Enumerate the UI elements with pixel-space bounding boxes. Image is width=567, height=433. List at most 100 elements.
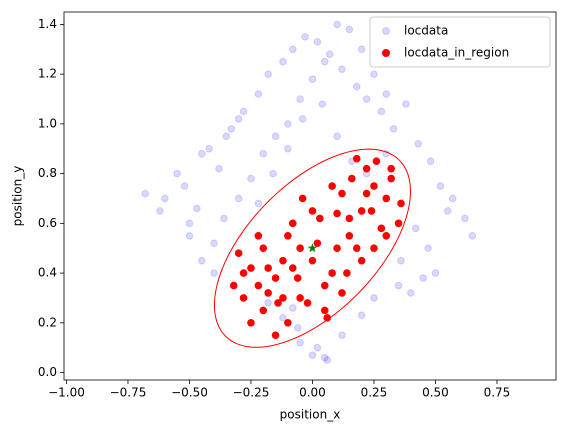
point — [220, 214, 228, 223]
point — [357, 207, 366, 215]
point — [348, 174, 356, 183]
point — [394, 281, 403, 290]
point — [293, 323, 302, 332]
point — [284, 319, 292, 327]
x-tick-label: −1.00 — [48, 386, 85, 400]
point — [271, 132, 280, 141]
point — [308, 351, 317, 359]
point — [325, 50, 334, 59]
point — [205, 144, 213, 153]
point — [239, 269, 248, 277]
point — [436, 182, 445, 190]
point — [303, 299, 312, 307]
point — [239, 107, 248, 116]
point — [156, 207, 164, 215]
point — [301, 33, 309, 41]
point — [254, 231, 263, 240]
y-tick-label: 0.6 — [38, 216, 57, 230]
point — [284, 144, 292, 153]
point — [288, 219, 297, 228]
point — [161, 194, 169, 203]
point — [254, 90, 263, 98]
point — [313, 38, 322, 46]
point — [431, 269, 440, 277]
point — [234, 249, 243, 257]
point — [414, 139, 423, 148]
y-tick-label: 0.0 — [38, 365, 57, 379]
point — [377, 107, 386, 116]
y-tick-label: 0.4 — [38, 266, 57, 280]
point — [308, 207, 317, 215]
point — [264, 264, 272, 272]
point — [313, 239, 322, 248]
point — [352, 82, 361, 91]
legend-box — [369, 16, 551, 68]
point — [352, 154, 361, 163]
point — [333, 244, 341, 253]
point — [254, 199, 263, 208]
point — [210, 239, 218, 248]
point — [443, 207, 452, 215]
x-tick-label: −0.25 — [233, 386, 270, 400]
point — [298, 115, 307, 123]
point — [382, 90, 391, 98]
point — [343, 269, 351, 277]
point — [180, 182, 189, 190]
point — [288, 304, 297, 312]
point — [461, 214, 469, 223]
y-tick-label: 1.4 — [38, 17, 57, 31]
point — [333, 20, 341, 29]
point — [370, 294, 378, 302]
point — [210, 269, 218, 277]
point — [370, 70, 378, 78]
point — [279, 57, 287, 66]
point — [320, 306, 329, 315]
point — [308, 75, 317, 83]
point — [362, 164, 371, 173]
point — [259, 306, 268, 315]
point — [296, 244, 304, 253]
point — [338, 65, 346, 73]
point — [328, 182, 336, 190]
reference-point — [307, 243, 318, 253]
point — [296, 294, 304, 302]
point — [185, 231, 194, 240]
point — [141, 189, 149, 198]
point — [389, 125, 398, 133]
y-tick-label: 0.2 — [38, 315, 57, 329]
x-axis-label: position_x — [280, 408, 341, 422]
point — [424, 244, 432, 253]
point — [320, 353, 329, 362]
point — [259, 149, 268, 158]
point — [234, 194, 243, 203]
point — [222, 132, 231, 141]
point — [197, 149, 206, 158]
point — [328, 269, 336, 277]
point — [313, 343, 322, 352]
point — [284, 120, 292, 128]
point — [345, 25, 354, 34]
point — [333, 209, 341, 218]
point — [271, 274, 280, 282]
point — [426, 157, 435, 165]
y-axis-label: position_y — [11, 166, 25, 227]
point — [394, 219, 403, 228]
point — [274, 299, 282, 307]
point — [362, 95, 371, 103]
point — [370, 182, 378, 190]
y-tick-label: 1.0 — [38, 116, 57, 130]
point — [227, 125, 236, 133]
point — [279, 294, 287, 302]
point — [197, 256, 206, 265]
point — [357, 45, 366, 54]
point — [382, 194, 391, 203]
y-tick-label: 0.8 — [38, 166, 57, 180]
point — [215, 164, 223, 173]
legend-label: locdata_in_region — [404, 46, 509, 60]
point — [298, 194, 307, 203]
point — [352, 244, 361, 253]
point — [357, 311, 366, 320]
point — [247, 319, 255, 327]
point — [338, 289, 346, 297]
